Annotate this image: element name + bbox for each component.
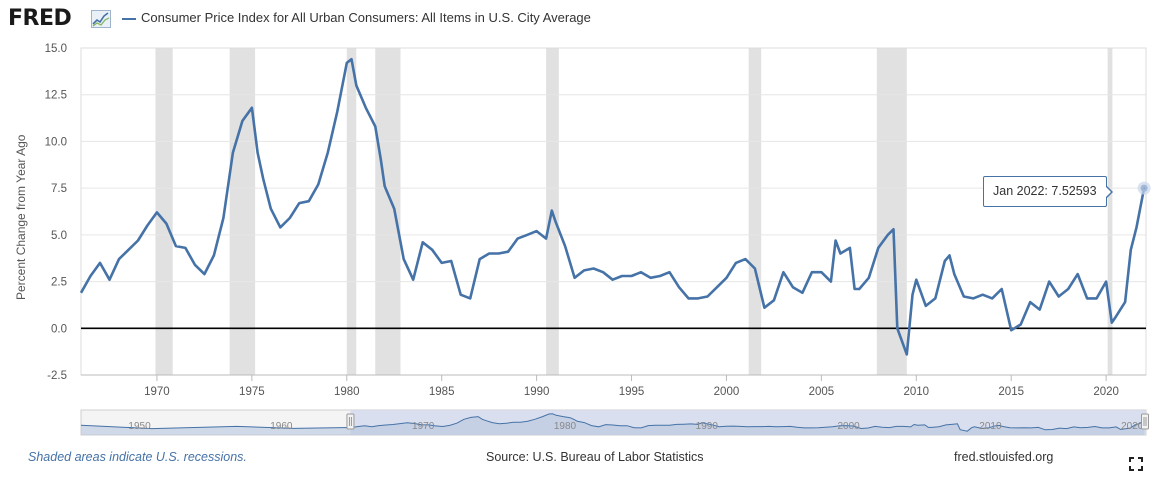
x-tick-label: 2005: [809, 386, 835, 398]
fullscreen-icon[interactable]: [1129, 457, 1143, 471]
y-tick-label: 12.5: [45, 90, 67, 102]
y-tick-label: 0.0: [51, 323, 67, 335]
recession-note: Shaded areas indicate U.S. recessions.: [28, 450, 247, 464]
y-tick-label: 10.0: [45, 136, 67, 148]
navigator-tick-label: 1960: [270, 421, 293, 432]
x-axis: 1970 1975 1980 1985 1990 1995 2000 2005 2010 2015…: [81, 374, 1146, 398]
navigator-tick-label: 2010: [979, 421, 1002, 432]
recession-band: [346, 48, 357, 375]
series-line[interactable]: [79, 57, 1146, 356]
navigator-tick-label: 1980: [554, 421, 577, 432]
recession-band: [229, 48, 256, 375]
navigator-tick-label: 2000: [837, 421, 860, 432]
data-tooltip: Jan 2022: 7.52593: [983, 176, 1113, 207]
recession-shading: [155, 48, 1113, 375]
x-tick-label: 1980: [334, 386, 360, 398]
recession-band: [155, 48, 173, 375]
x-tick-label: 1985: [429, 386, 455, 398]
range-handle-left[interactable]: [346, 413, 355, 430]
y-tick-label: -2.5: [47, 370, 67, 382]
legend-title[interactable]: Consumer Price Index for All Urban Consu…: [141, 10, 591, 25]
hover-point[interactable]: [1137, 181, 1151, 195]
range-navigator[interactable]: 1950 1960 1970 1980 1990 2000 2010 2020: [80, 409, 1149, 436]
x-tick-label: 1990: [524, 386, 550, 398]
recession-band: [876, 48, 907, 375]
x-tick-label: 1995: [619, 386, 645, 398]
navigator-tick-label: 1990: [696, 421, 719, 432]
x-tick-label: 2000: [714, 386, 740, 398]
navigator-tick-label: 2020: [1121, 421, 1144, 432]
navigator-tick-label: 1970: [412, 421, 435, 432]
tooltip-arrow: [1105, 185, 1113, 199]
recession-band: [748, 48, 762, 375]
y-axis: 15.0 12.5 10.0 7.5 5.0 2.5 0.0 -2.5: [45, 43, 67, 382]
x-tick-label: 2020: [1093, 386, 1119, 398]
fred-logo[interactable]: FRED: [8, 6, 72, 31]
x-tick-label: 1970: [144, 386, 170, 398]
y-axis-title: Percent Change from Year Ago: [14, 134, 28, 300]
x-tick-label: 2010: [903, 386, 929, 398]
navigator-line: [80, 413, 1145, 432]
navigator-area: [81, 413, 1145, 435]
tooltip-value: 7.52593: [1051, 184, 1097, 198]
y-tick-label: 7.5: [51, 183, 67, 195]
site-link[interactable]: fred.stlouisfed.org: [954, 450, 1054, 464]
y-tick-label: 2.5: [51, 277, 67, 289]
y-tick-label: 5.0: [51, 230, 67, 242]
source-text: Source: U.S. Bureau of Labor Statistics: [486, 450, 704, 464]
recession-band: [375, 48, 401, 375]
x-tick-label: 2015: [998, 386, 1024, 398]
legend-swatch: [122, 18, 136, 20]
tooltip-date: Jan 2022:: [993, 184, 1048, 198]
recession-band: [1107, 48, 1113, 375]
navigator-tick-label: 1950: [128, 421, 151, 432]
range-handle-right[interactable]: [1141, 413, 1149, 430]
x-tick-label: 1975: [239, 386, 265, 398]
y-tick-label: 15.0: [45, 43, 67, 55]
sparkline-icon: [91, 10, 111, 28]
